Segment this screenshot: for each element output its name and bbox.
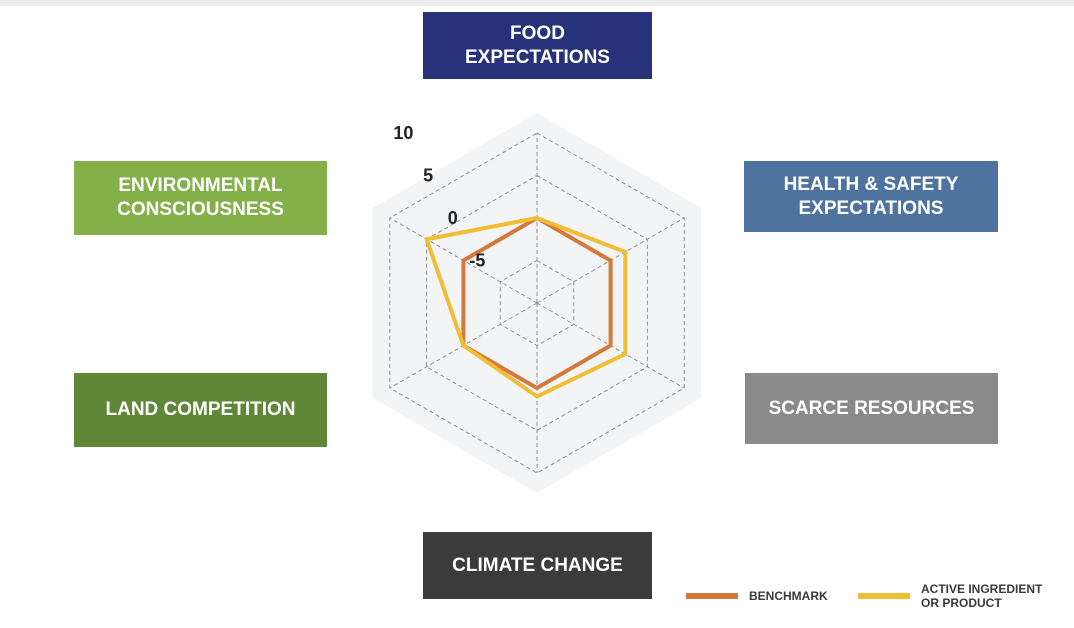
legend-swatch-benchmark (686, 593, 738, 599)
tick-label: 5 (423, 166, 433, 186)
legend-swatch-active-ingredient (858, 593, 910, 599)
legend-label-benchmark: BENCHMARK (749, 589, 828, 603)
legend-label-active-ingredient: ACTIVE INGREDIENT OR PRODUCT (921, 582, 1043, 610)
axis-label-environmental-consciousness: ENVIRONMENTAL CONSCIOUSNESS (74, 161, 327, 235)
axis-label-land-competition: LAND COMPETITION (74, 373, 327, 447)
axis-label-scarce-resources: SCARCE RESOURCES (745, 373, 998, 444)
axis-label-climate-change: CLIMATE CHANGE (423, 532, 652, 599)
tick-label: 10 (393, 123, 413, 143)
series-line-1 (423, 215, 628, 399)
legend: BENCHMARK ACTIVE INGREDIENT OR PRODUCT (686, 582, 1066, 616)
tick-label: -5 (469, 251, 485, 271)
axis-label-health-safety-expectations: HEALTH & SAFETY EXPECTATIONS (744, 161, 998, 232)
tick-label: 0 (448, 208, 458, 228)
axis-label-food-expectations: FOOD EXPECTATIONS (423, 12, 652, 79)
top-strip (0, 0, 1074, 6)
series-line-0 (461, 215, 613, 391)
